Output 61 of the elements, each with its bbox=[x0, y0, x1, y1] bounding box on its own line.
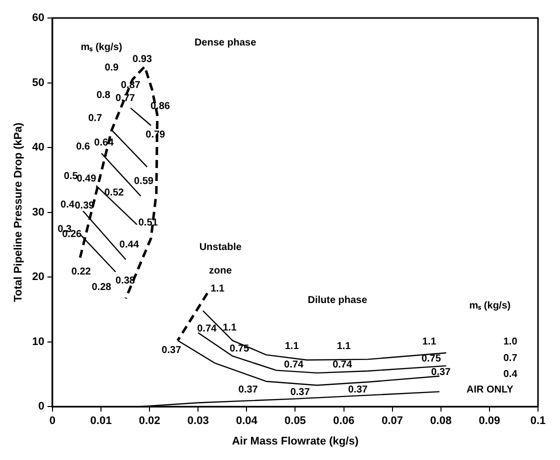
annotation: 0.75 bbox=[421, 353, 442, 364]
x-tick-label: 0.07 bbox=[382, 415, 404, 428]
annotation: 0.64 bbox=[94, 138, 114, 149]
x-tick-label: 0.03 bbox=[187, 415, 209, 428]
annotation: 0.52 bbox=[104, 188, 124, 199]
annotation: 0.9 bbox=[104, 62, 120, 74]
x-tick-label: 0.1 bbox=[530, 415, 546, 428]
annotation: mₛ (kg/s) bbox=[469, 300, 511, 312]
annotation: 0.74 bbox=[332, 359, 352, 370]
annotation: 0.44 bbox=[119, 239, 140, 250]
y-tick-label: 10 bbox=[32, 336, 44, 348]
y-tick-label: 20 bbox=[32, 271, 44, 284]
annotation: 0.86 bbox=[150, 100, 170, 112]
x-tick-label: 0 bbox=[49, 415, 56, 428]
annotation: 0.59 bbox=[134, 176, 154, 187]
x-tick-label: 0.01 bbox=[90, 415, 112, 428]
annotation: 0.37 bbox=[238, 384, 258, 396]
x-tick-label: 0.02 bbox=[138, 415, 160, 428]
annotation: 0.6 bbox=[76, 142, 90, 153]
annotation: 0.4 bbox=[60, 199, 75, 210]
x-tick-label: 0.08 bbox=[430, 415, 452, 428]
annotation: 0.5 bbox=[64, 170, 78, 182]
annotation: 1.1 bbox=[284, 341, 300, 352]
annotation: 0.22 bbox=[71, 266, 92, 278]
annotation: 0.37 bbox=[290, 387, 310, 398]
annotation: 1.1 bbox=[210, 283, 225, 294]
x-tick-label: 0.09 bbox=[478, 415, 500, 428]
annotation: 0.4 bbox=[503, 368, 518, 380]
annotation: 0.7 bbox=[88, 113, 103, 124]
annotation: 0.7 bbox=[503, 352, 518, 364]
annotation: 0.75 bbox=[230, 344, 250, 355]
annotation: 1.1 bbox=[422, 336, 437, 348]
annotation: 1.1 bbox=[222, 322, 238, 334]
annotation: 0.37 bbox=[431, 367, 452, 378]
annotation: 1.1 bbox=[336, 341, 352, 352]
annotation: 0.49 bbox=[76, 173, 97, 184]
annotation: 1.0 bbox=[503, 336, 518, 348]
y-tick-label: 30 bbox=[32, 206, 44, 218]
y-tick-label: 60 bbox=[32, 12, 44, 24]
annotation: 0.28 bbox=[92, 282, 112, 294]
y-tick-label: 0 bbox=[38, 400, 44, 413]
annotation: AIR ONLY bbox=[466, 384, 514, 396]
annotation: 0.93 bbox=[132, 54, 152, 66]
y-axis-title: Total Pipeline Pressure Drop (kPa) bbox=[12, 122, 25, 302]
annotation: 0.8 bbox=[96, 90, 111, 101]
y-tick-label: 50 bbox=[32, 76, 44, 89]
y-tick-label: 40 bbox=[32, 142, 44, 154]
annotation: mₛ (kg/s) bbox=[80, 42, 122, 53]
annotation: Unstable bbox=[199, 242, 242, 254]
annotation: 0.74 bbox=[284, 359, 304, 370]
annotation: 0.51 bbox=[138, 217, 158, 228]
annotation: 0.37 bbox=[348, 384, 368, 396]
annotation: 0.74 bbox=[197, 324, 218, 335]
annotation: Dilute phase bbox=[308, 295, 368, 306]
annotation: zone bbox=[209, 265, 232, 276]
annotation: 0.37 bbox=[162, 345, 182, 356]
annotation: Dense phase bbox=[194, 37, 257, 48]
x-tick-label: 0.05 bbox=[284, 415, 306, 428]
x-axis-title: Air Mass Flowrate (kg/s) bbox=[232, 435, 359, 448]
x-tick-label: 0.06 bbox=[333, 415, 354, 428]
x-tick-label: 0.04 bbox=[236, 415, 258, 428]
